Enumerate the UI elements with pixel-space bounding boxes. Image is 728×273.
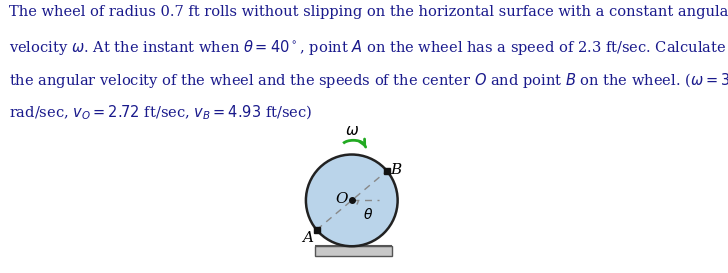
Text: The wheel of radius 0.7 ft rolls without slipping on the horizontal surface with: The wheel of radius 0.7 ft rolls without…	[9, 5, 728, 19]
Text: $\omega$: $\omega$	[345, 124, 359, 138]
Bar	[315, 246, 392, 256]
Text: velocity $\omega$. At the instant when $\theta = 40^\circ$, point $A$ on the whe: velocity $\omega$. At the instant when $…	[9, 38, 726, 57]
Text: rad/sec, $v_O = 2.72$ ft/sec, $v_B = 4.93$ ft/sec): rad/sec, $v_O = 2.72$ ft/sec, $v_B = 4.9…	[9, 103, 312, 122]
Text: $\theta$: $\theta$	[363, 207, 373, 222]
Text: A: A	[302, 232, 313, 245]
Circle shape	[306, 155, 397, 246]
Text: the angular velocity of the wheel and the speeds of the center $O$ and point $B$: the angular velocity of the wheel and th…	[9, 71, 728, 90]
Text: B: B	[390, 163, 402, 177]
Text: O: O	[335, 192, 347, 206]
